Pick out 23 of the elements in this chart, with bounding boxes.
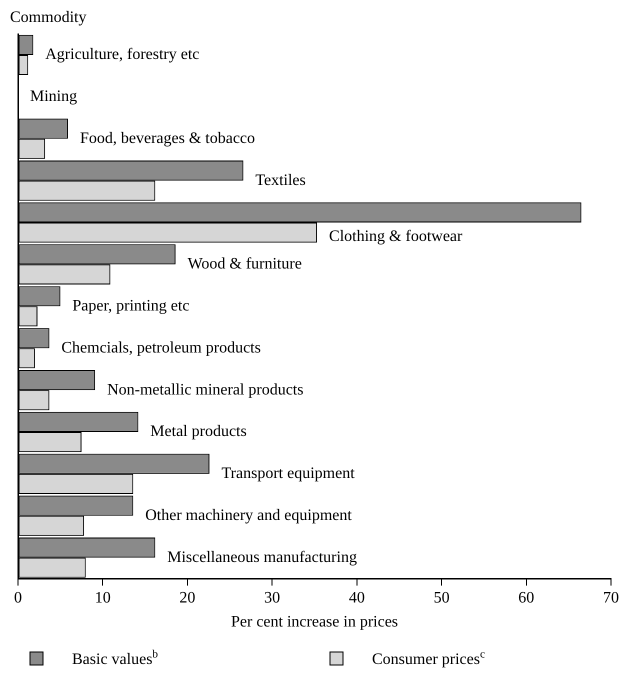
- y-tick-label: Chemcials, petroleum products: [61, 339, 261, 356]
- y-tick-label: Textiles: [255, 172, 306, 189]
- y-tick-label: Metal products: [150, 423, 247, 440]
- y-tick-label: Paper, printing etc: [72, 298, 190, 315]
- y-tick-label: Wood & furniture: [188, 256, 302, 273]
- x-tick-label: 70: [603, 589, 619, 606]
- y-tick-label: Food, beverages & tobacco: [80, 130, 256, 147]
- y-tick-label: Transport equipment: [221, 465, 356, 482]
- y-tick-label: Miscellaneous manufacturing: [167, 548, 357, 566]
- x-tick-label: 40: [348, 589, 365, 606]
- y-axis-title: Commodity: [10, 9, 86, 26]
- y-tick-label: Clothing & footwear: [329, 228, 464, 245]
- x-tick-label: 20: [179, 589, 196, 606]
- y-tick-label: Other machinery and equipment: [145, 506, 352, 524]
- x-tick-label: 50: [434, 589, 450, 606]
- x-tick-label: 60: [518, 589, 534, 606]
- y-tick-label: Mining: [30, 88, 78, 106]
- x-tick-label: 0: [14, 589, 22, 606]
- x-tick-label: 30: [264, 589, 280, 606]
- x-axis-title: Per cent increase in prices: [230, 614, 398, 631]
- y-tick-label: Non-metallic mineral products: [107, 381, 304, 398]
- x-tick-label: 10: [94, 589, 111, 606]
- y-tick-label: Agriculture, forestry etc: [45, 46, 200, 64]
